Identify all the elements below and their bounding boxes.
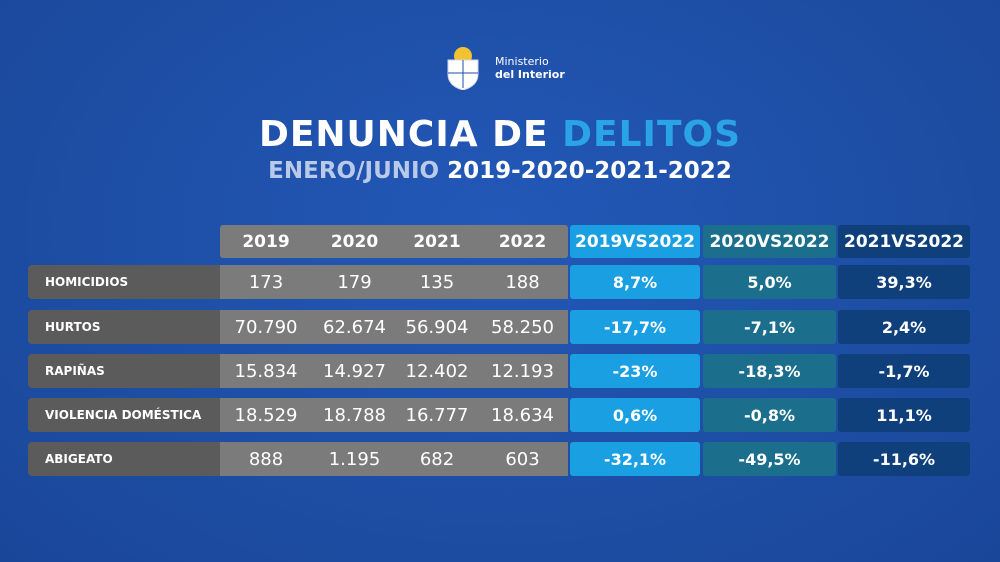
change-cell: 2,4% (838, 310, 970, 344)
logo-emblem (447, 47, 479, 90)
change-cell: -18,3% (703, 354, 836, 388)
ministry-line: Ministerio (495, 55, 549, 68)
row-label: HOMICIDIOS (28, 265, 222, 299)
title-part: DENUNCIA DE (258, 114, 549, 155)
value-cell: 682 (419, 448, 455, 470)
column-header: 2021VS2022 (838, 225, 970, 258)
change-cell: -23% (570, 354, 700, 388)
value-cell: 56.904 (405, 316, 469, 338)
row-label: VIOLENCIA DOMÉSTICA (28, 398, 222, 432)
change-cell: -0,8% (703, 398, 836, 432)
value-cell: 12.193 (491, 360, 554, 382)
change-cell: -7,1% (703, 310, 836, 344)
row-band (220, 310, 568, 344)
value-cell: 18.634 (491, 404, 554, 426)
change-cell: -49,5% (703, 442, 836, 476)
column-header: 2022 (498, 231, 547, 252)
change-cell: 0,6% (570, 398, 700, 432)
value-cell: 62.674 (323, 316, 386, 338)
row-band (220, 398, 568, 432)
row-label: RAPIÑAS (28, 354, 222, 388)
value-cell: 173 (248, 271, 284, 293)
value-cell: 888 (248, 448, 284, 470)
column-header: 2021 (413, 231, 461, 252)
column-header: 2019 (242, 231, 290, 252)
change-cell: 39,3% (838, 265, 970, 299)
change-cell: -1,7% (838, 354, 970, 388)
change-cell: -17,7% (570, 310, 700, 344)
row-label: ABIGEATO (28, 442, 222, 476)
value-cell: 58.250 (491, 316, 554, 338)
subtitle-part: ENERO/JUNIO (268, 158, 440, 184)
row-band (220, 265, 568, 299)
value-cell: 188 (505, 271, 540, 293)
ministry-line: del Interior (495, 68, 565, 81)
value-cell: 14.927 (323, 360, 386, 382)
value-cell: 70.790 (234, 316, 298, 338)
column-header: 2020 (330, 231, 379, 252)
value-cell: 15.834 (234, 360, 298, 382)
row-label: HURTOS (28, 310, 222, 344)
value-cell: 18.788 (323, 404, 386, 426)
value-cell: 135 (419, 271, 455, 293)
ministry-name: Ministerio del Interior (495, 55, 565, 81)
title: DENUNCIA DE DELITOS (0, 114, 1000, 155)
change-cell: 5,0% (703, 265, 836, 299)
title-part: DELITOS (562, 114, 742, 155)
subtitle-part: 2019-2020-2021-2022 (447, 158, 732, 184)
value-cell: 603 (505, 448, 540, 470)
value-cell: 12.402 (405, 360, 469, 382)
row-band (220, 354, 568, 388)
value-cell: 16.777 (405, 404, 469, 426)
header-band (220, 225, 568, 258)
change-cell: 11,1% (838, 398, 970, 432)
value-cell: 18.529 (234, 404, 298, 426)
column-header: 2020VS2022 (703, 225, 836, 258)
change-cell: 8,7% (570, 265, 700, 299)
value-cell: 1.195 (328, 448, 381, 470)
change-cell: -32,1% (570, 442, 700, 476)
subtitle: ENERO/JUNIO 2019-2020-2021-2022 (0, 158, 1000, 184)
column-header: 2019VS2022 (570, 225, 700, 258)
change-cell: -11,6% (838, 442, 970, 476)
value-cell: 179 (337, 271, 372, 293)
row-band (220, 442, 568, 476)
